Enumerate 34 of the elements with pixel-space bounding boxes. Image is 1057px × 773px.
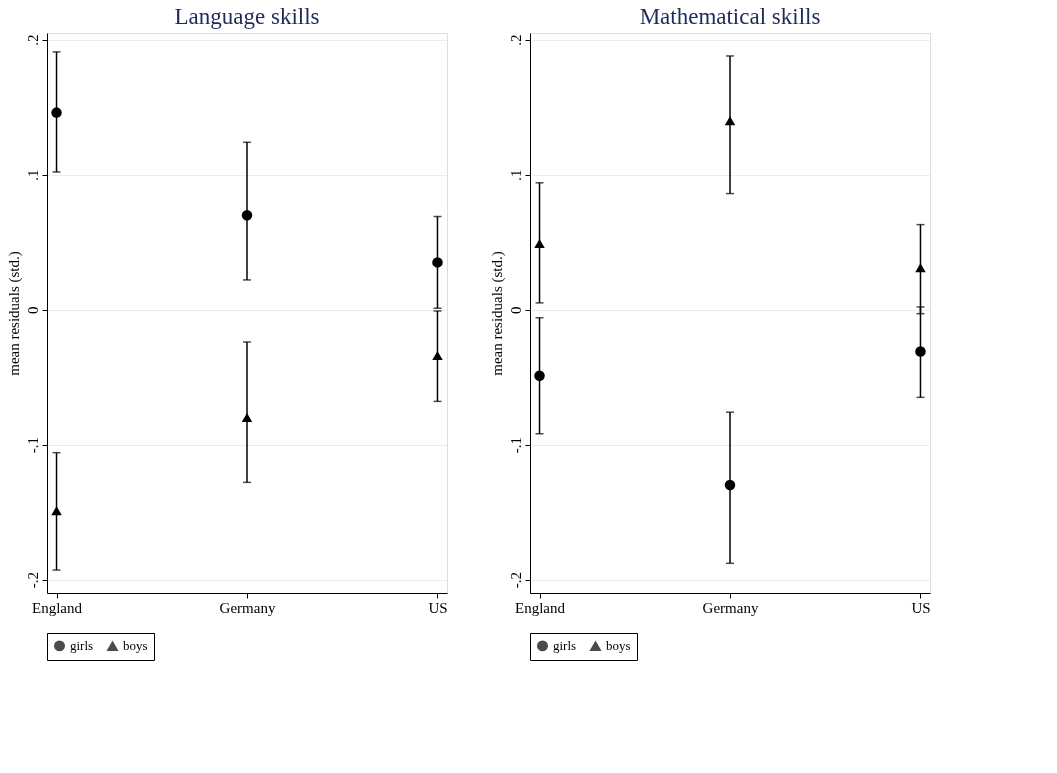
point [724,479,736,491]
point [915,263,926,273]
point [432,257,443,268]
y-tick-label: 0 [507,306,524,314]
x-tick-label: England [32,599,83,616]
y-tick-label: .2 [507,34,524,46]
y-axis-title: mean residuals (std.) [488,251,506,376]
point [241,209,253,221]
point [915,346,926,357]
y-tick-label: -.1 [507,436,524,454]
legend-label: boys [123,638,148,654]
y-tick-label: -.2 [507,571,524,589]
chart-title: Language skills [174,4,320,29]
point [51,107,62,118]
point [241,413,253,423]
legend-label: girls [70,637,94,653]
y-tick-label: .1 [507,169,524,181]
x-tick-label: Germany [219,599,276,616]
chart-title: Mathematical skills [639,4,821,29]
x-tick-label: US [911,599,931,616]
legend-label: boys [606,638,631,654]
x-tick-label: US [428,599,448,616]
x-tick-label: England [515,599,566,616]
y-axis-title: mean residuals (std.) [5,251,23,376]
y-tick-label: -.1 [24,436,41,454]
point [534,370,545,381]
point [51,506,62,516]
x-tick-label: Germany [702,599,759,616]
point [724,116,736,126]
y-tick-label: 0 [24,306,41,314]
legend-label: girls [553,637,577,653]
y-tick-label: .1 [24,169,41,181]
y-tick-label: .2 [24,34,41,46]
y-tick-label: -.2 [24,571,41,589]
